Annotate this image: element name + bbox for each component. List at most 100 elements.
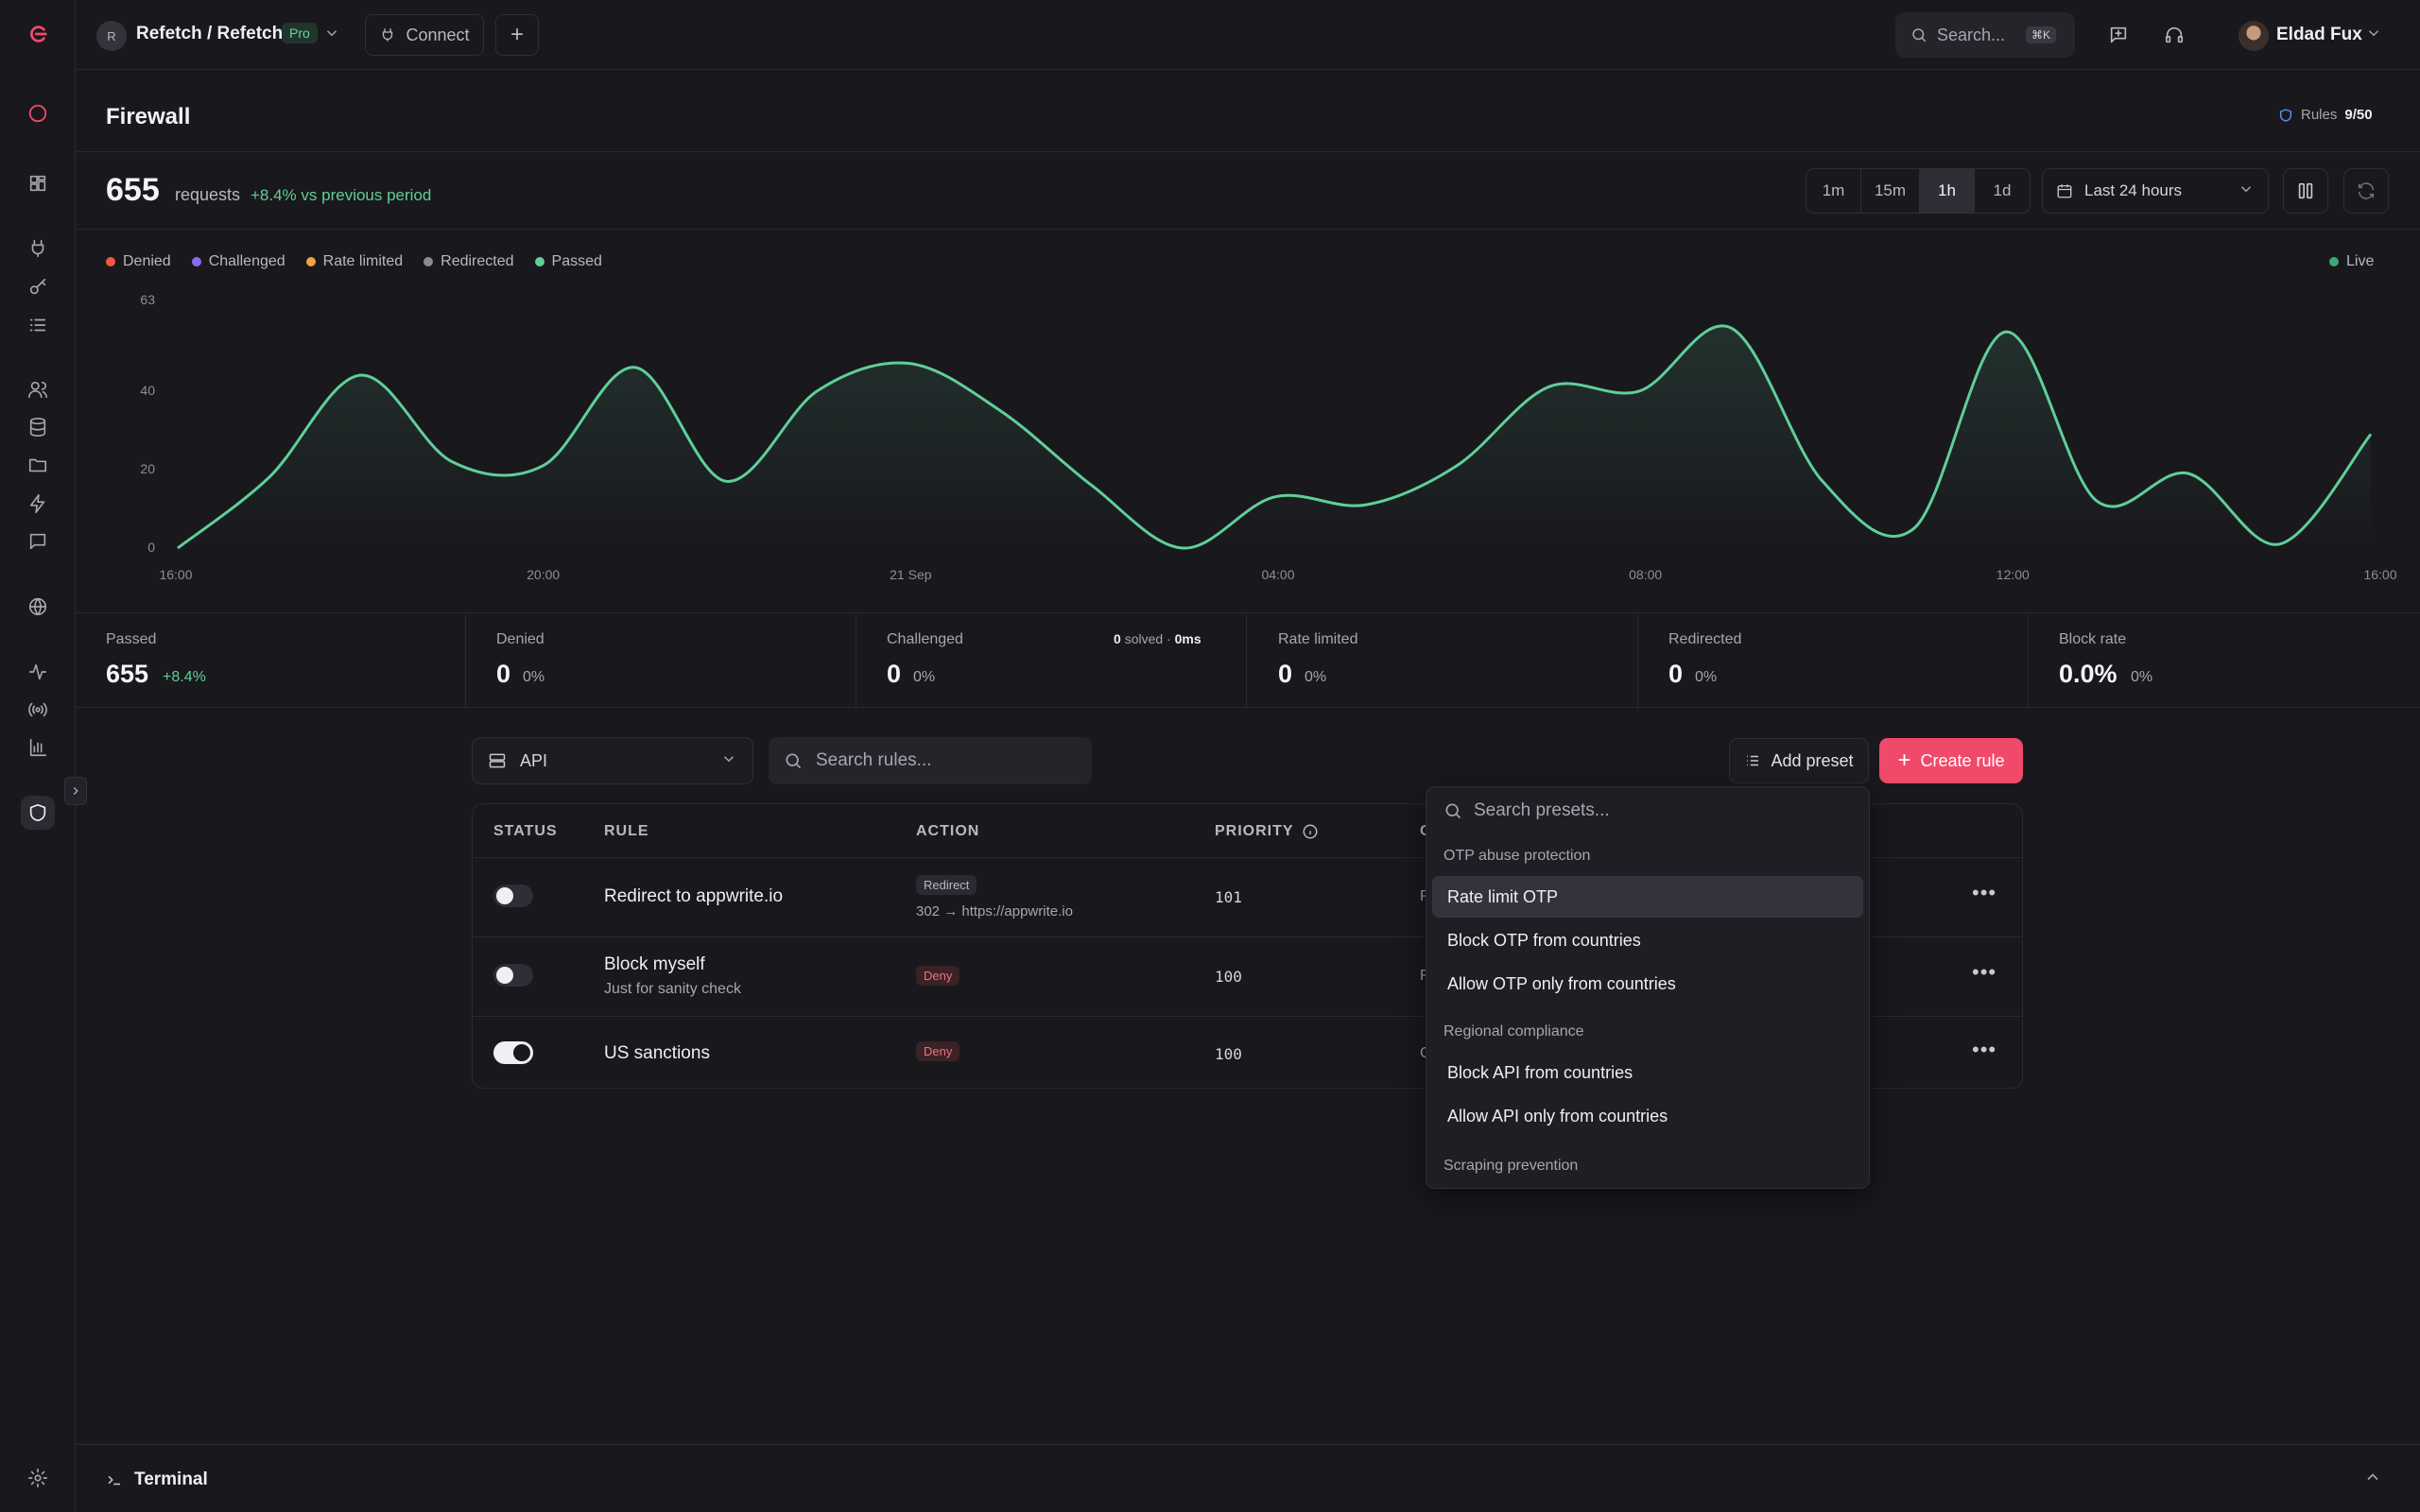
legend-item-passed[interactable]: Passed xyxy=(534,253,602,270)
stat-value: 0 xyxy=(1668,660,1684,688)
info-icon[interactable] xyxy=(1302,823,1319,840)
globe-icon[interactable] xyxy=(21,590,55,624)
column-header-priority[interactable]: PRIORITY xyxy=(1215,823,1319,840)
list-icon[interactable] xyxy=(21,308,55,342)
legend-item-challenged[interactable]: Challenged xyxy=(191,253,285,270)
chevron-down-icon[interactable] xyxy=(323,25,340,47)
stat-block-rate: Block rate 0.0% 0% xyxy=(2059,614,2420,709)
legend-item-redirected[interactable]: Redirected xyxy=(424,253,514,270)
users-icon[interactable] xyxy=(21,372,55,406)
solve-time: 0ms xyxy=(1174,631,1201,646)
x-tick-label: 04:00 xyxy=(1261,567,1295,582)
legend-dot xyxy=(191,257,201,266)
solved-label: solved xyxy=(1124,631,1164,646)
chevron-down-icon xyxy=(720,750,737,772)
columns-button[interactable] xyxy=(2283,168,2328,214)
rule-column-partial: P xyxy=(1420,888,1430,905)
legend-item-denied[interactable]: Denied xyxy=(106,253,171,270)
table-row[interactable]: Redirect to appwrite.io Redirect 302 → h… xyxy=(473,857,2022,936)
column-header-partial[interactable]: C xyxy=(1420,823,1432,840)
chevron-up-icon[interactable] xyxy=(2363,1468,2382,1492)
activity-icon[interactable] xyxy=(21,655,55,689)
preset-item[interactable]: Block OTP from countries xyxy=(1447,930,1641,950)
avatar[interactable] xyxy=(2238,21,2269,51)
data-point xyxy=(908,363,909,365)
legend-dot xyxy=(424,257,434,266)
date-range-select[interactable]: Last 24 hours xyxy=(2042,168,2269,214)
broadcast-icon[interactable] xyxy=(21,693,55,727)
preset-group-label: Regional compliance xyxy=(1443,1023,1584,1040)
range-option-1m[interactable]: 1m xyxy=(1806,169,1861,213)
chevron-down-icon xyxy=(2238,180,2255,202)
terminal-panel[interactable]: Terminal xyxy=(76,1444,2420,1512)
preset-item[interactable]: Block API from countries xyxy=(1447,1062,1634,1082)
stat-challenged: Challenged 0 0% xyxy=(887,614,1276,709)
status-toggle[interactable] xyxy=(493,1041,533,1064)
key-icon[interactable] xyxy=(21,270,55,304)
column-header-action[interactable]: ACTION xyxy=(916,823,980,839)
connect-button[interactable]: Connect xyxy=(365,14,484,56)
stat-pct: 0% xyxy=(1695,669,1718,685)
overview-icon[interactable] xyxy=(21,166,55,200)
global-search-button[interactable]: Search... ⌘K xyxy=(1895,12,2075,58)
add-preset-button[interactable]: Add preset xyxy=(1729,738,1869,783)
more-options-icon[interactable]: ••• xyxy=(1972,881,1997,904)
legend-item-rate-limited[interactable]: Rate limited xyxy=(305,253,403,270)
lightning-icon[interactable] xyxy=(21,487,55,521)
challenge-solved-info: 0 solved · 0ms xyxy=(1114,631,1201,646)
sidebar-expand-button[interactable] xyxy=(64,777,87,805)
rule-name[interactable]: US sanctions xyxy=(604,1043,710,1063)
rule-priority: 100 xyxy=(1215,1045,1242,1063)
rules-table: STATUS RULE ACTION PRIORITY C Redirect t… xyxy=(472,803,2023,1089)
add-button[interactable]: + xyxy=(495,14,539,56)
rule-name[interactable]: Redirect to appwrite.io xyxy=(604,886,784,906)
column-header-rule[interactable]: RULE xyxy=(604,823,649,839)
preset-item[interactable]: Allow API only from countries xyxy=(1447,1106,1668,1125)
table-row[interactable]: US sanctions Deny 100 C ••• xyxy=(473,1016,2022,1088)
status-toggle[interactable] xyxy=(493,964,533,987)
preset-item[interactable]: Rate limit OTP xyxy=(1432,876,1863,918)
appwrite-logo-icon[interactable] xyxy=(21,17,55,51)
requests-total: 655 xyxy=(106,172,160,208)
table-row[interactable]: Block myself Just for sanity check Deny … xyxy=(473,936,2022,1016)
terminal-toggle[interactable]: Terminal xyxy=(106,1469,208,1490)
column-header-status[interactable]: STATUS xyxy=(493,823,558,839)
more-options-icon[interactable]: ••• xyxy=(1972,1038,1997,1061)
status-toggle[interactable] xyxy=(493,885,533,907)
preset-search-input[interactable]: Search presets... xyxy=(1443,800,1610,821)
create-rule-button[interactable]: + Create rule xyxy=(1879,738,2023,783)
settings-icon[interactable] xyxy=(21,1461,55,1495)
search-input[interactable]: Search rules... xyxy=(769,737,1092,784)
refresh-button[interactable] xyxy=(2343,168,2389,214)
project-avatar-icon[interactable] xyxy=(21,96,55,130)
stat-value: 655 xyxy=(106,660,149,688)
search-shortcut: ⌘K xyxy=(2026,26,2057,43)
stat-delta: +8.4% xyxy=(163,669,206,685)
data-point xyxy=(543,465,544,467)
chevron-down-icon[interactable] xyxy=(2365,25,2382,47)
bar-chart-icon[interactable] xyxy=(21,730,55,765)
feedback-icon[interactable] xyxy=(2104,21,2133,49)
data-point xyxy=(817,390,819,392)
preset-item[interactable]: Allow OTP only from countries xyxy=(1447,973,1676,993)
headset-icon[interactable] xyxy=(2160,21,2188,49)
x-tick-label: 12:00 xyxy=(1996,567,2030,582)
range-option-1d[interactable]: 1d xyxy=(1993,181,2012,199)
range-option-15m[interactable]: 15m xyxy=(1861,169,1920,213)
more-options-icon[interactable]: ••• xyxy=(1972,960,1997,984)
range-option-1h[interactable]: 1h xyxy=(1920,169,1975,213)
message-icon[interactable] xyxy=(21,524,55,558)
create-rule-label: Create rule xyxy=(1920,750,2005,770)
top-bar: R Refetch / Refetch Pro Connect + Search… xyxy=(76,0,2420,70)
project-avatar[interactable]: R xyxy=(96,21,127,51)
rule-name[interactable]: Block myself xyxy=(604,954,705,974)
scope-select[interactable]: API xyxy=(472,737,753,784)
shield-icon[interactable] xyxy=(21,796,55,830)
user-name[interactable]: Eldad Fux xyxy=(2276,25,2362,44)
project-name[interactable]: Refetch / Refetch xyxy=(136,24,284,43)
terminal-label: Terminal xyxy=(134,1469,208,1489)
plug-icon[interactable] xyxy=(21,232,55,266)
folder-icon[interactable] xyxy=(21,448,55,482)
data-point xyxy=(633,367,635,369)
database-icon[interactable] xyxy=(21,410,55,444)
